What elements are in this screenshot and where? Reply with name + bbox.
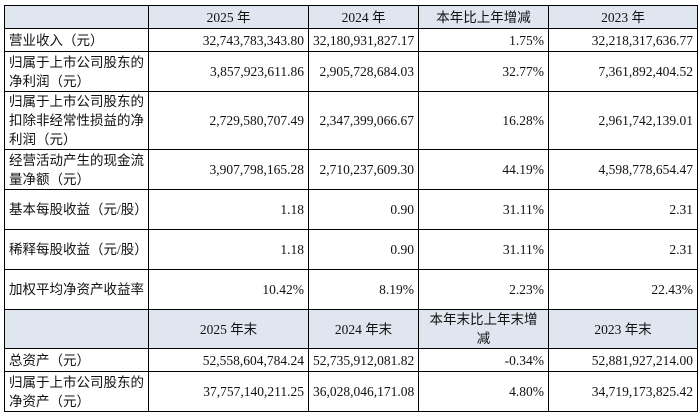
value-cell: 52,735,912,081.82 <box>308 348 419 372</box>
row-label: 归属于上市公司股东的净资产（元） <box>4 371 149 412</box>
row-label: 经营活动产生的现金流量净额（元） <box>4 149 149 190</box>
header-cell: 2025 年末 <box>148 309 309 349</box>
table-body: 2025 年 2024 年本年比上年增减 2023 年营业收入（元） 32,743,7… <box>4 5 698 412</box>
header-cell: 2024 年末 <box>308 309 419 349</box>
value-cell: 1.18 <box>148 229 309 270</box>
value-cell: 2.31 <box>548 229 698 270</box>
table-row: 营业收入（元） 32,743,783,343.80 32,180,931,827.1… <box>4 28 698 52</box>
value-cell: 34,719,173,825.42 <box>548 371 698 412</box>
value-cell: 32.77% <box>418 51 549 92</box>
header-cell: 2025 年 <box>148 5 309 29</box>
table-row: 加权平均净资产收益率 10.42% 8.19% 2.23% 22.43% <box>4 269 698 310</box>
table-row: 稀释每股收益（元/股） 1.18 0.90 31.11% 2.31 <box>4 229 698 270</box>
value-cell: 16.28% <box>418 91 549 150</box>
row-label: 归属于上市公司股东的扣除非经常性损益的净利润（元） <box>4 91 149 150</box>
value-cell: 22.43% <box>548 269 698 310</box>
table-row: 归属于上市公司股东的净资产（元） 37,757,140,211.25 36,028,… <box>4 371 698 412</box>
header-cell: 2024 年 <box>308 5 419 29</box>
value-cell: -0.34% <box>418 348 549 372</box>
value-cell: 3,857,923,611.86 <box>148 51 309 92</box>
value-cell: 0.90 <box>308 189 419 230</box>
value-cell: 4.80% <box>418 371 549 412</box>
value-cell: 37,757,140,211.25 <box>148 371 309 412</box>
table-row: 归属于上市公司股东的扣除非经常性损益的净利润（元） 2,729,580,707.4… <box>4 91 698 150</box>
value-cell: 52,558,604,784.24 <box>148 348 309 372</box>
value-cell: 1.75% <box>418 28 549 52</box>
value-cell: 10.42% <box>148 269 309 310</box>
value-cell: 31.11% <box>418 189 549 230</box>
header-cell: 本年比上年增减 <box>418 5 549 29</box>
row-label: 归属于上市公司股东的净利润（元） <box>4 51 149 92</box>
value-cell: 52,881,927,214.00 <box>548 348 698 372</box>
value-cell: 0.90 <box>308 229 419 270</box>
header-row: 2025 年 2024 年本年比上年增减 2023 年 <box>4 5 698 29</box>
row-label: 营业收入（元） <box>4 28 149 52</box>
header-cell <box>4 309 149 349</box>
value-cell: 8.19% <box>308 269 419 310</box>
value-cell: 4,598,778,654.47 <box>548 149 698 190</box>
value-cell: 36,028,046,171.08 <box>308 371 419 412</box>
table-row: 总资产（元） 52,558,604,784.24 52,735,912,081.82… <box>4 348 698 372</box>
value-cell: 31.11% <box>418 229 549 270</box>
header-cell: 2023 年 <box>548 5 698 29</box>
value-cell: 2,729,580,707.49 <box>148 91 309 150</box>
table-row: 归属于上市公司股东的净利润（元） 3,857,923,611.86 2,905,72… <box>4 51 698 92</box>
value-cell: 2.23% <box>418 269 549 310</box>
row-label: 稀释每股收益（元/股） <box>4 229 149 270</box>
value-cell: 44.19% <box>418 149 549 190</box>
page: 2025 年 2024 年本年比上年增减 2023 年营业收入（元） 32,743,7… <box>4 5 698 412</box>
financial-table: 2025 年 2024 年本年比上年增减 2023 年营业收入（元） 32,743,7… <box>4 5 698 412</box>
value-cell: 32,743,783,343.80 <box>148 28 309 52</box>
value-cell: 3,907,798,165.28 <box>148 149 309 190</box>
header-row: 2025 年末 2024 年末 本年末比上年末增减 2023 年末 <box>4 309 698 349</box>
header-cell <box>4 5 149 29</box>
value-cell: 2,961,742,139.01 <box>548 91 698 150</box>
value-cell: 7,361,892,404.52 <box>548 51 698 92</box>
table-row: 经营活动产生的现金流量净额（元） 3,907,798,165.28 2,710,23… <box>4 149 698 190</box>
row-label: 加权平均净资产收益率 <box>4 269 149 310</box>
value-cell: 2,347,399,066.67 <box>308 91 419 150</box>
row-label: 总资产（元） <box>4 348 149 372</box>
table-row: 基本每股收益（元/股） 1.18 0.90 31.11% 2.31 <box>4 189 698 230</box>
value-cell: 2,905,728,684.03 <box>308 51 419 92</box>
value-cell: 1.18 <box>148 189 309 230</box>
value-cell: 32,218,317,636.77 <box>548 28 698 52</box>
value-cell: 2.31 <box>548 189 698 230</box>
header-cell: 本年末比上年末增减 <box>418 309 549 349</box>
row-label: 基本每股收益（元/股） <box>4 189 149 230</box>
header-cell: 2023 年末 <box>548 309 698 349</box>
value-cell: 2,710,237,609.30 <box>308 149 419 190</box>
value-cell: 32,180,931,827.17 <box>308 28 419 52</box>
